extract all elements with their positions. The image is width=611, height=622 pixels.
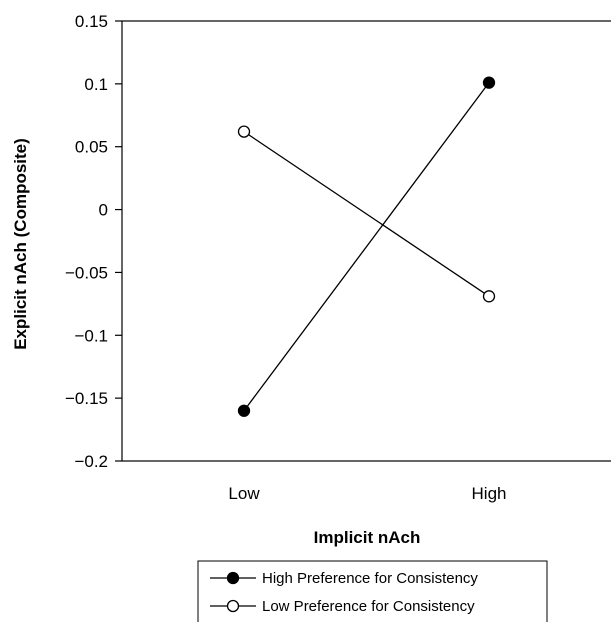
series-points <box>237 76 496 417</box>
y-tick-label: −0.1 <box>74 326 108 345</box>
legend-label: High Preference for Consistency <box>262 570 478 587</box>
plot-area-frame <box>121 20 611 462</box>
series-line <box>243 82 490 412</box>
y-tick-label: −0.2 <box>74 452 108 471</box>
y-tick-label: 0.1 <box>84 75 108 94</box>
y-tick-label: −0.15 <box>65 389 108 408</box>
legend: High Preference for Consistency Low Prefe… <box>197 560 548 622</box>
data-point-open <box>482 290 496 303</box>
series-line <box>243 131 490 297</box>
legend-marker-open <box>226 599 240 613</box>
y-axis-ticks: 0.15 0.1 0.05 0 −0.05 −0.1 −0.15 −0.2 <box>65 12 122 471</box>
x-axis-ticks: Low High <box>228 484 506 503</box>
legend-label: Low Preference for Consistency <box>262 598 475 615</box>
data-point-open <box>237 125 251 138</box>
y-tick-label: 0 <box>99 201 108 220</box>
x-axis-title: Implicit nAch <box>314 528 421 547</box>
data-point-filled <box>482 76 496 89</box>
y-axis-title: Explicit nAch (Composite) <box>11 138 30 350</box>
x-tick-label: Low <box>228 484 260 503</box>
legend-marker-filled <box>226 571 240 585</box>
legend-item: High Preference for Consistency <box>210 570 478 587</box>
x-tick-label: High <box>472 484 507 503</box>
y-tick-label: 0.05 <box>75 138 108 157</box>
y-tick-label: −0.05 <box>65 263 108 282</box>
series-lines <box>243 82 490 412</box>
legend-frame <box>197 560 548 622</box>
data-point-filled <box>237 404 251 417</box>
y-tick-label: 0.15 <box>75 12 108 31</box>
legend-item: Low Preference for Consistency <box>210 598 475 615</box>
